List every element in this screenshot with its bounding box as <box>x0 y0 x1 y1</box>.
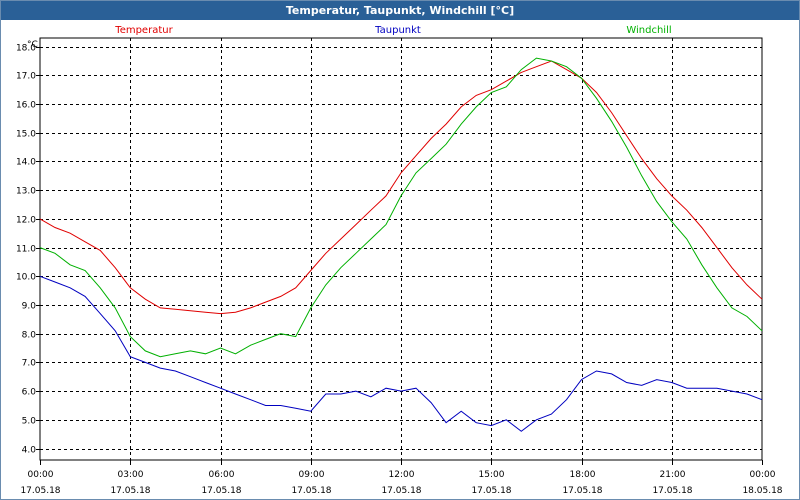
x-tick-date: 17.05.18 <box>20 486 60 496</box>
x-tick-time: 18:00 <box>570 470 596 480</box>
series-line-windchill <box>39 57 763 358</box>
x-tick-time: 09:00 <box>299 470 325 480</box>
y-tick-label: 13.0 <box>16 187 36 197</box>
x-tick-time: 03:00 <box>118 470 144 480</box>
x-tick-time: 15:00 <box>479 470 505 480</box>
y-tick-label: 15.0 <box>16 130 36 140</box>
legend-taupunkt: Taupunkt <box>374 25 421 36</box>
x-tick-time: 12:00 <box>389 470 415 480</box>
y-tick-label: 11.0 <box>16 245 36 255</box>
x-tick-date: 17.05.18 <box>201 486 241 496</box>
x-tick-date: 17.05.18 <box>471 486 511 496</box>
legend-windchill: Windchill <box>626 25 671 36</box>
y-tick-label: 16.0 <box>16 101 36 111</box>
x-tick-time: 00:00 <box>750 470 776 480</box>
legend-temperatur: Temperatur <box>114 25 173 36</box>
x-tick-time: 00:00 <box>28 470 54 480</box>
y-tick-label: 10.0 <box>16 273 36 283</box>
x-tick-date: 17.05.18 <box>381 486 421 496</box>
x-tick-date: 17.05.18 <box>110 486 150 496</box>
y-tick-label: 12.0 <box>16 216 36 226</box>
series-line-temperatur <box>39 60 763 315</box>
x-tick-date: 17.05.18 <box>562 486 602 496</box>
y-tick-label: 6.0 <box>22 388 37 398</box>
y-axis-label: °C <box>27 40 38 50</box>
x-tick-time: 06:00 <box>209 470 235 480</box>
chart-title: Temperatur, Taupunkt, Windchill [°C] <box>1 1 799 20</box>
x-tick-date: 17.05.18 <box>291 486 331 496</box>
y-tick-label: 17.0 <box>16 72 36 82</box>
y-tick-label: 9.0 <box>22 302 37 312</box>
y-tick-label: 14.0 <box>16 158 36 168</box>
x-tick-date: 18.05.18 <box>742 486 782 496</box>
series-line-taupunkt <box>39 275 763 432</box>
y-tick-label: 4.0 <box>22 446 37 456</box>
y-tick-label: 5.0 <box>22 417 37 427</box>
y-tick-label: 18.0 <box>16 44 36 54</box>
y-tick-label: 8.0 <box>22 331 37 341</box>
x-tick-date: 17.05.18 <box>652 486 692 496</box>
y-tick-label: 7.0 <box>22 359 37 369</box>
x-tick-time: 21:00 <box>660 470 686 480</box>
